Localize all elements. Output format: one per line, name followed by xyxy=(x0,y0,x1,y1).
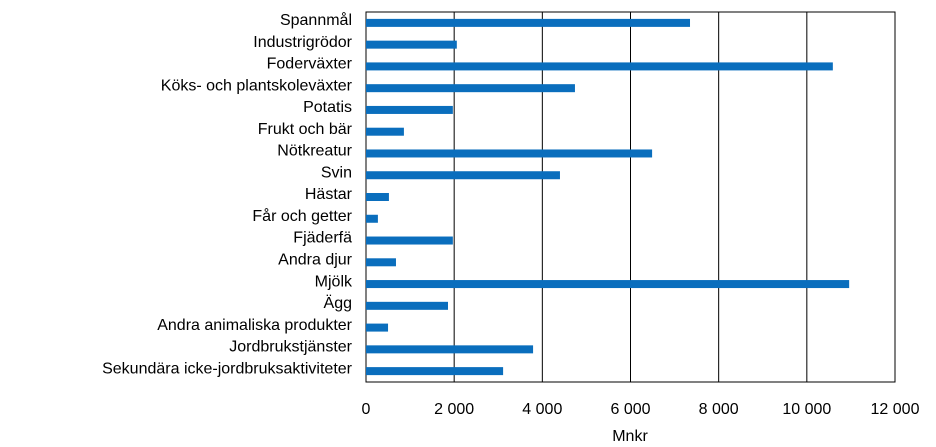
bar xyxy=(366,105,453,114)
bar xyxy=(366,193,389,201)
bar xyxy=(366,236,453,245)
x-tick-label: 0 xyxy=(362,401,371,418)
bar xyxy=(366,345,534,354)
bar xyxy=(366,214,378,223)
y-tick-label: Hästar xyxy=(305,186,353,203)
y-tick-label: Spannmål xyxy=(280,11,352,29)
x-axis-label: Mnkr xyxy=(612,428,648,445)
bar xyxy=(366,84,575,93)
y-tick-label: Potatis xyxy=(303,99,352,116)
bar xyxy=(366,62,833,71)
y-tick-label: Industrigrödor xyxy=(253,34,352,51)
y-tick-label: Köks- och plantskoleväxter xyxy=(161,77,353,94)
x-tick-label: 10 000 xyxy=(782,401,831,418)
y-tick-label: Frukt och bär xyxy=(258,121,353,138)
y-tick-label: Sekundära icke-jordbruksaktiviteter xyxy=(102,360,353,377)
x-tick-label: 12 000 xyxy=(871,401,920,418)
x-tick-label: 8 000 xyxy=(699,401,739,418)
bar xyxy=(366,367,504,376)
x-tick-label: 2 000 xyxy=(434,401,474,418)
y-tick-label: Svin xyxy=(321,164,352,181)
y-tick-label: Ägg xyxy=(324,294,352,312)
bar xyxy=(366,258,396,267)
y-tick-label: Andra animaliska produkter xyxy=(157,317,352,334)
y-tick-label: Foderväxter xyxy=(267,56,353,73)
y-tick-label: Mjölk xyxy=(315,273,353,290)
x-tick-label: 6 000 xyxy=(610,401,650,418)
y-tick-label: Får och getter xyxy=(252,207,352,225)
bar xyxy=(366,280,850,289)
bar xyxy=(366,171,560,180)
y-tick-label: Jordbrukstjänster xyxy=(229,339,352,356)
bar xyxy=(366,301,448,310)
bar xyxy=(366,127,404,136)
bar xyxy=(366,40,457,49)
bar xyxy=(366,18,691,27)
y-tick-label: Nötkreatur xyxy=(277,143,352,160)
y-tick-label: Fjäderfä xyxy=(293,230,352,247)
bar xyxy=(366,149,653,158)
x-tick-label: 4 000 xyxy=(522,401,562,418)
y-tick-label: Andra djur xyxy=(278,252,352,269)
bar xyxy=(366,323,389,332)
